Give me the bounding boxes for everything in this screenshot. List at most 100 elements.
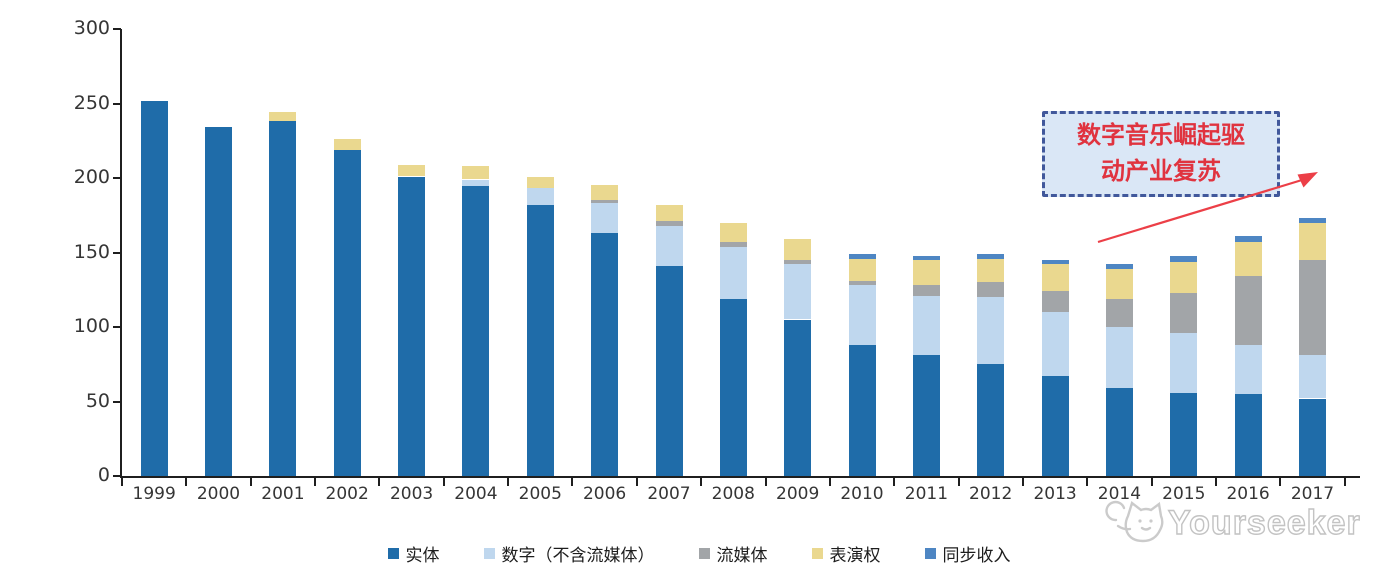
y-axis-label: 0 xyxy=(97,464,110,486)
y-tick xyxy=(113,28,121,30)
x-tick xyxy=(1150,478,1153,486)
x-label-2014: 2014 xyxy=(1097,484,1142,504)
bar-segment-physical-2009 xyxy=(784,319,812,476)
bar-segment-physical-2014 xyxy=(1105,388,1133,476)
x-tick xyxy=(314,478,316,486)
bar-segment-sync-2013 xyxy=(1041,259,1069,265)
bar-segment-digital-2015 xyxy=(1170,333,1198,393)
bar-segment-physical-2000 xyxy=(205,127,232,476)
bar-segment-streaming-2008 xyxy=(719,242,747,247)
x-tick xyxy=(442,478,445,486)
bar-segment-sync-2011 xyxy=(912,255,940,260)
bar-segment-streaming-2011 xyxy=(912,285,940,296)
bar-segment-physical-1999 xyxy=(140,100,168,476)
legend-item-streaming: 流媒体 xyxy=(698,541,768,566)
y-axis-label: 300 xyxy=(73,17,110,39)
annotation-text-line2: 动产业复苏 xyxy=(1101,159,1221,185)
bar-segment-physical-2007 xyxy=(655,265,683,476)
x-tick xyxy=(121,478,123,486)
bar-segment-digital-2004 xyxy=(462,179,490,186)
x-label-2003: 2003 xyxy=(389,484,434,504)
bar-segment-streaming-2012 xyxy=(977,282,1005,298)
bar-segment-sync-2014 xyxy=(1105,264,1133,269)
bar-segment-streaming-2014 xyxy=(1105,298,1133,327)
bar-segment-digital-2013 xyxy=(1041,312,1069,377)
x-label-1999: 1999 xyxy=(132,484,176,504)
bar-segment-sync-2017 xyxy=(1299,218,1326,223)
legend-item-performance: 表演权 xyxy=(811,541,881,566)
bar-segment-streaming-2009 xyxy=(784,259,812,265)
y-tick xyxy=(113,102,121,105)
x-tick xyxy=(507,478,510,486)
bar-segment-performance-2001 xyxy=(269,112,297,122)
bar-segment-sync-2016 xyxy=(1234,236,1262,243)
x-tick xyxy=(1214,478,1217,486)
bar-segment-physical-2004 xyxy=(462,185,490,476)
bar-segment-streaming-2013 xyxy=(1041,291,1069,313)
chart-legend: 实体 数字（不含流媒体） 流媒体 表演权 同步收入 xyxy=(0,541,1398,566)
x-label-2006: 2006 xyxy=(582,484,627,504)
x-label-2001: 2001 xyxy=(261,484,305,504)
x-label-2005: 2005 xyxy=(518,484,562,504)
bar-segment-performance-2008 xyxy=(719,222,747,243)
bar-segment-streaming-2016 xyxy=(1234,276,1262,345)
y-axis-label: 200 xyxy=(73,166,110,188)
bar-segment-physical-2006 xyxy=(591,233,619,476)
bar-segment-sync-2010 xyxy=(848,254,876,259)
y-axis-label: 250 xyxy=(73,91,110,114)
x-axis xyxy=(120,476,1360,479)
annotation-box: 数字音乐崛起驱 动产业复苏 xyxy=(1042,111,1280,197)
x-tick xyxy=(185,478,188,486)
x-label-2010: 2010 xyxy=(840,484,884,504)
x-label-2008: 2008 xyxy=(711,484,755,504)
x-tick xyxy=(893,478,896,486)
x-tick xyxy=(635,478,638,486)
bar-segment-physical-2001 xyxy=(269,121,297,476)
bar-segment-physical-2002 xyxy=(333,149,361,476)
bar-segment-digital-2012 xyxy=(977,297,1005,365)
bar-segment-performance-2011 xyxy=(912,259,940,286)
bar-segment-streaming-2010 xyxy=(848,280,876,286)
y-axis-label: 50 xyxy=(85,389,110,412)
bar-segment-physical-2010 xyxy=(848,344,876,476)
bar-segment-streaming-2017 xyxy=(1299,259,1326,356)
y-tick xyxy=(113,251,121,254)
bar-segment-performance-2014 xyxy=(1105,268,1133,299)
bar-segment-physical-2003 xyxy=(398,176,426,476)
annotation-text-line1: 数字音乐崛起驱 xyxy=(1077,123,1245,149)
bar-segment-performance-2015 xyxy=(1170,261,1198,293)
bar-segment-digital-2008 xyxy=(719,246,747,299)
bar-segment-digital-2005 xyxy=(526,188,554,205)
bar-segment-physical-2017 xyxy=(1299,398,1326,476)
x-tick xyxy=(700,478,703,486)
bar-segment-streaming-2007 xyxy=(655,221,683,226)
bar-segment-physical-2008 xyxy=(719,298,747,476)
bar-segment-physical-2012 xyxy=(977,364,1005,477)
bar-segment-digital-2009 xyxy=(784,264,812,320)
x-label-2000: 2000 xyxy=(196,484,241,504)
legend-label-physical: 实体 xyxy=(405,546,440,565)
y-axis-label: 150 xyxy=(73,240,110,263)
y-tick xyxy=(113,326,121,328)
bar-segment-performance-2017 xyxy=(1299,222,1326,260)
legend-item-digital: 数字（不含流媒体） xyxy=(483,541,655,566)
bar-segment-performance-2009 xyxy=(784,239,812,260)
x-label-2011: 2011 xyxy=(904,484,949,504)
bar-segment-performance-2010 xyxy=(848,258,876,281)
bar-segment-performance-2002 xyxy=(333,139,361,150)
bar-segment-physical-2005 xyxy=(526,204,554,476)
legend-swatch-streaming xyxy=(698,548,710,559)
bar-segment-physical-2011 xyxy=(912,355,940,476)
bar-segment-performance-2012 xyxy=(977,258,1005,283)
bar-segment-physical-2015 xyxy=(1170,392,1198,476)
bar-segment-performance-2004 xyxy=(462,166,490,180)
legend-swatch-performance xyxy=(811,548,823,559)
bar-segment-streaming-2015 xyxy=(1170,292,1198,333)
x-label-2017: 2017 xyxy=(1290,484,1335,504)
x-label-2015: 2015 xyxy=(1162,484,1206,504)
x-label-2004: 2004 xyxy=(454,484,498,504)
x-label-2013: 2013 xyxy=(1033,484,1077,504)
bar-segment-streaming-2006 xyxy=(591,200,619,204)
legend-label-performance: 表演权 xyxy=(829,546,881,565)
